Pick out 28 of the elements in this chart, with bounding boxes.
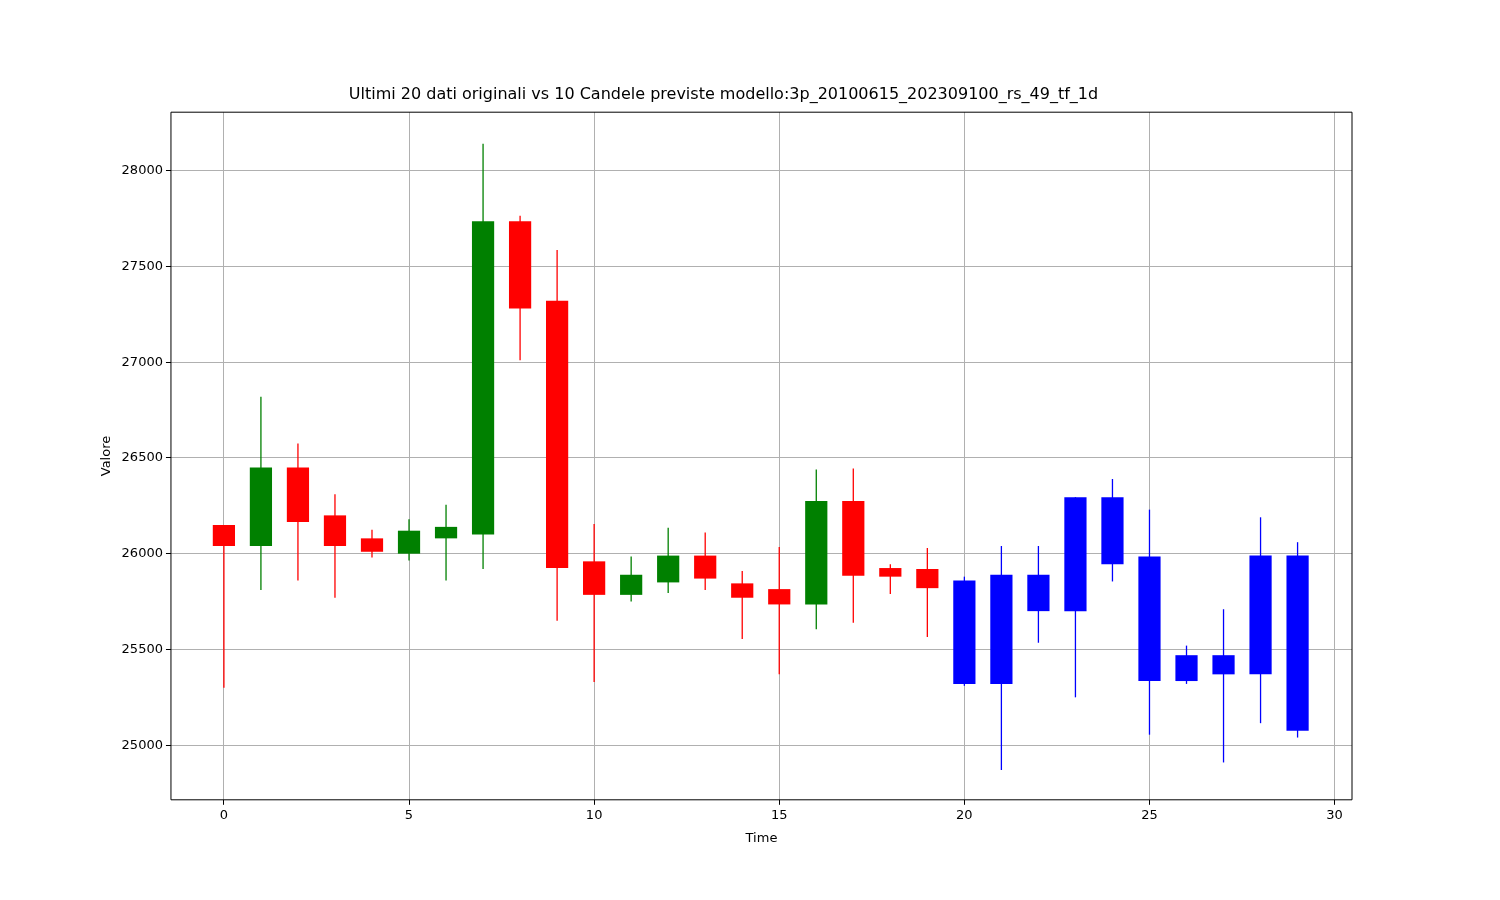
y-tick-label: 26500 (121, 449, 163, 465)
candlestick (768, 546, 791, 675)
y-tick-label: 26000 (121, 545, 163, 561)
y-tick-label: 27500 (121, 257, 163, 273)
y-tick-label: 25500 (121, 640, 163, 656)
x-tick-label: 20 (956, 806, 973, 822)
x-tick-label: 5 (404, 806, 414, 822)
candlestick (620, 555, 643, 603)
chart-title: Ultimi 20 dati originali vs 10 Candele previste modello:3p_20100615_202309100_rs_49_tf_1d (348, 83, 1099, 104)
x-tick-label: 25 (1141, 806, 1158, 822)
x-tick-label: 15 (770, 806, 788, 822)
y-axis-title: Valore (98, 435, 114, 477)
y-tick-label: 25000 (121, 736, 163, 752)
x-tick-label: 0 (219, 806, 229, 822)
x-tick-label: 30 (1326, 806, 1343, 822)
candlestick (916, 547, 939, 638)
candlestick (1212, 608, 1235, 764)
y-tick-label: 28000 (121, 161, 163, 177)
candlestick (360, 529, 384, 559)
x-axis-title: Time (744, 829, 778, 845)
y-tick-label: 27000 (121, 353, 163, 369)
candlestick (434, 504, 458, 582)
candlestick (879, 563, 902, 595)
x-tick-label: 10 (585, 806, 603, 822)
candlestick (731, 570, 754, 640)
candlestick (397, 518, 421, 562)
candlestick (694, 531, 717, 591)
candlestick (212, 524, 236, 689)
